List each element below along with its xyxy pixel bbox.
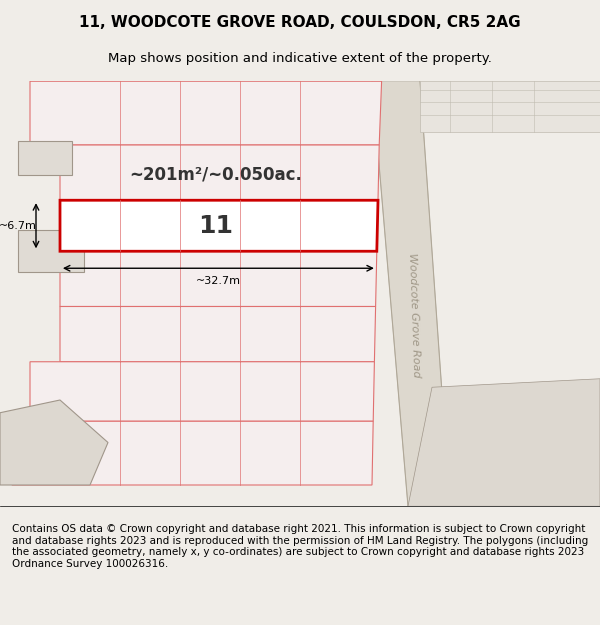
Polygon shape (372, 81, 450, 506)
Text: Woodcote Grove Road: Woodcote Grove Road (407, 253, 421, 378)
Polygon shape (0, 400, 108, 485)
Polygon shape (420, 81, 600, 132)
Polygon shape (408, 379, 600, 506)
Text: 11, WOODCOTE GROVE ROAD, COULSDON, CR5 2AG: 11, WOODCOTE GROVE ROAD, COULSDON, CR5 2… (79, 15, 521, 30)
Polygon shape (60, 145, 379, 200)
Polygon shape (60, 251, 377, 306)
Polygon shape (30, 81, 382, 145)
Polygon shape (12, 421, 373, 485)
Polygon shape (30, 362, 374, 421)
Polygon shape (18, 230, 84, 272)
Text: ~201m²/~0.050ac.: ~201m²/~0.050ac. (130, 166, 302, 184)
Polygon shape (60, 306, 376, 362)
Text: 11: 11 (199, 214, 233, 238)
Polygon shape (60, 200, 378, 251)
Text: Map shows position and indicative extent of the property.: Map shows position and indicative extent… (108, 52, 492, 65)
Polygon shape (18, 141, 72, 175)
Text: ~6.7m: ~6.7m (0, 221, 37, 231)
Text: Contains OS data © Crown copyright and database right 2021. This information is : Contains OS data © Crown copyright and d… (12, 524, 588, 569)
Polygon shape (60, 200, 378, 251)
Text: ~32.7m: ~32.7m (196, 276, 241, 286)
